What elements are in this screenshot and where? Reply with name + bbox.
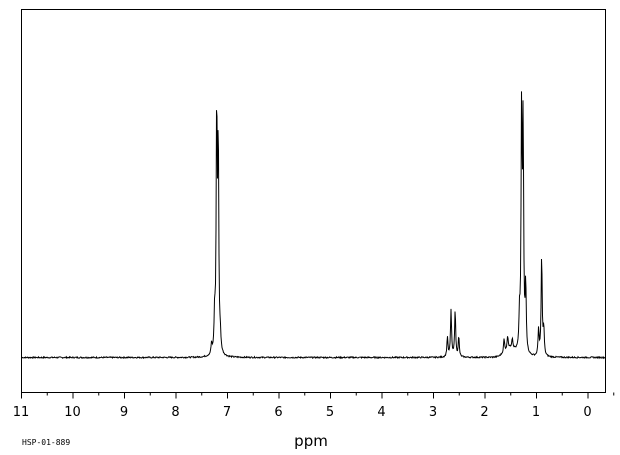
x-axis-title: ppm xyxy=(294,432,328,450)
tick-label: 5 xyxy=(326,405,334,420)
spectrum-code-label: HSP-01-889 xyxy=(22,438,70,447)
tick-label: 0 xyxy=(583,405,591,420)
plot-frame xyxy=(21,9,606,393)
tick-label: 4 xyxy=(377,405,385,420)
tick-label: 9 xyxy=(120,405,128,420)
tick-label: 2 xyxy=(480,405,488,420)
x-axis-ticks xyxy=(21,392,615,399)
tick-label: 3 xyxy=(429,405,437,420)
tick-label: 1 xyxy=(532,405,540,420)
x-axis-tick-labels: 11 10 9 8 7 6 5 4 3 2 1 0 xyxy=(13,405,592,420)
tick-label: 8 xyxy=(171,405,179,420)
tick-label: 6 xyxy=(274,405,282,420)
spectrum-line xyxy=(21,91,606,360)
tick-label: 7 xyxy=(223,405,231,420)
tick-label: 10 xyxy=(64,405,81,420)
tick-label: 11 xyxy=(13,405,30,420)
